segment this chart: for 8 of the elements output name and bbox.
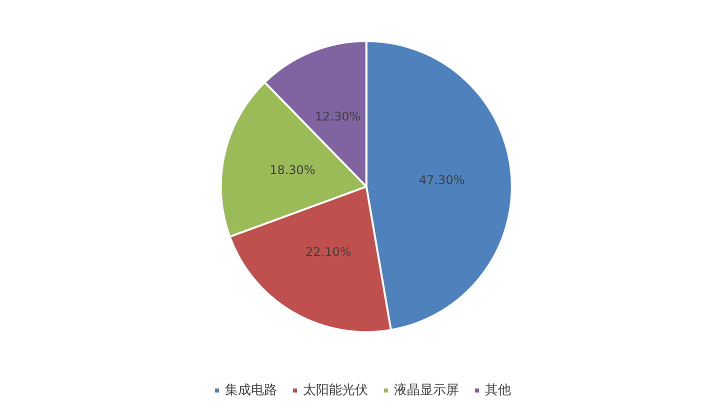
data-label: 22.10%	[306, 245, 352, 260]
legend-label: 集成电路	[225, 383, 277, 398]
data-label: 47.30%	[418, 173, 465, 188]
data-label: 12.30%	[314, 109, 361, 124]
legend-label: 液晶显示屏	[394, 383, 459, 398]
legend-label: 其他	[485, 383, 511, 398]
legend-label: 太阳能光伏	[303, 383, 368, 398]
data-label: 18.30%	[270, 162, 316, 177]
